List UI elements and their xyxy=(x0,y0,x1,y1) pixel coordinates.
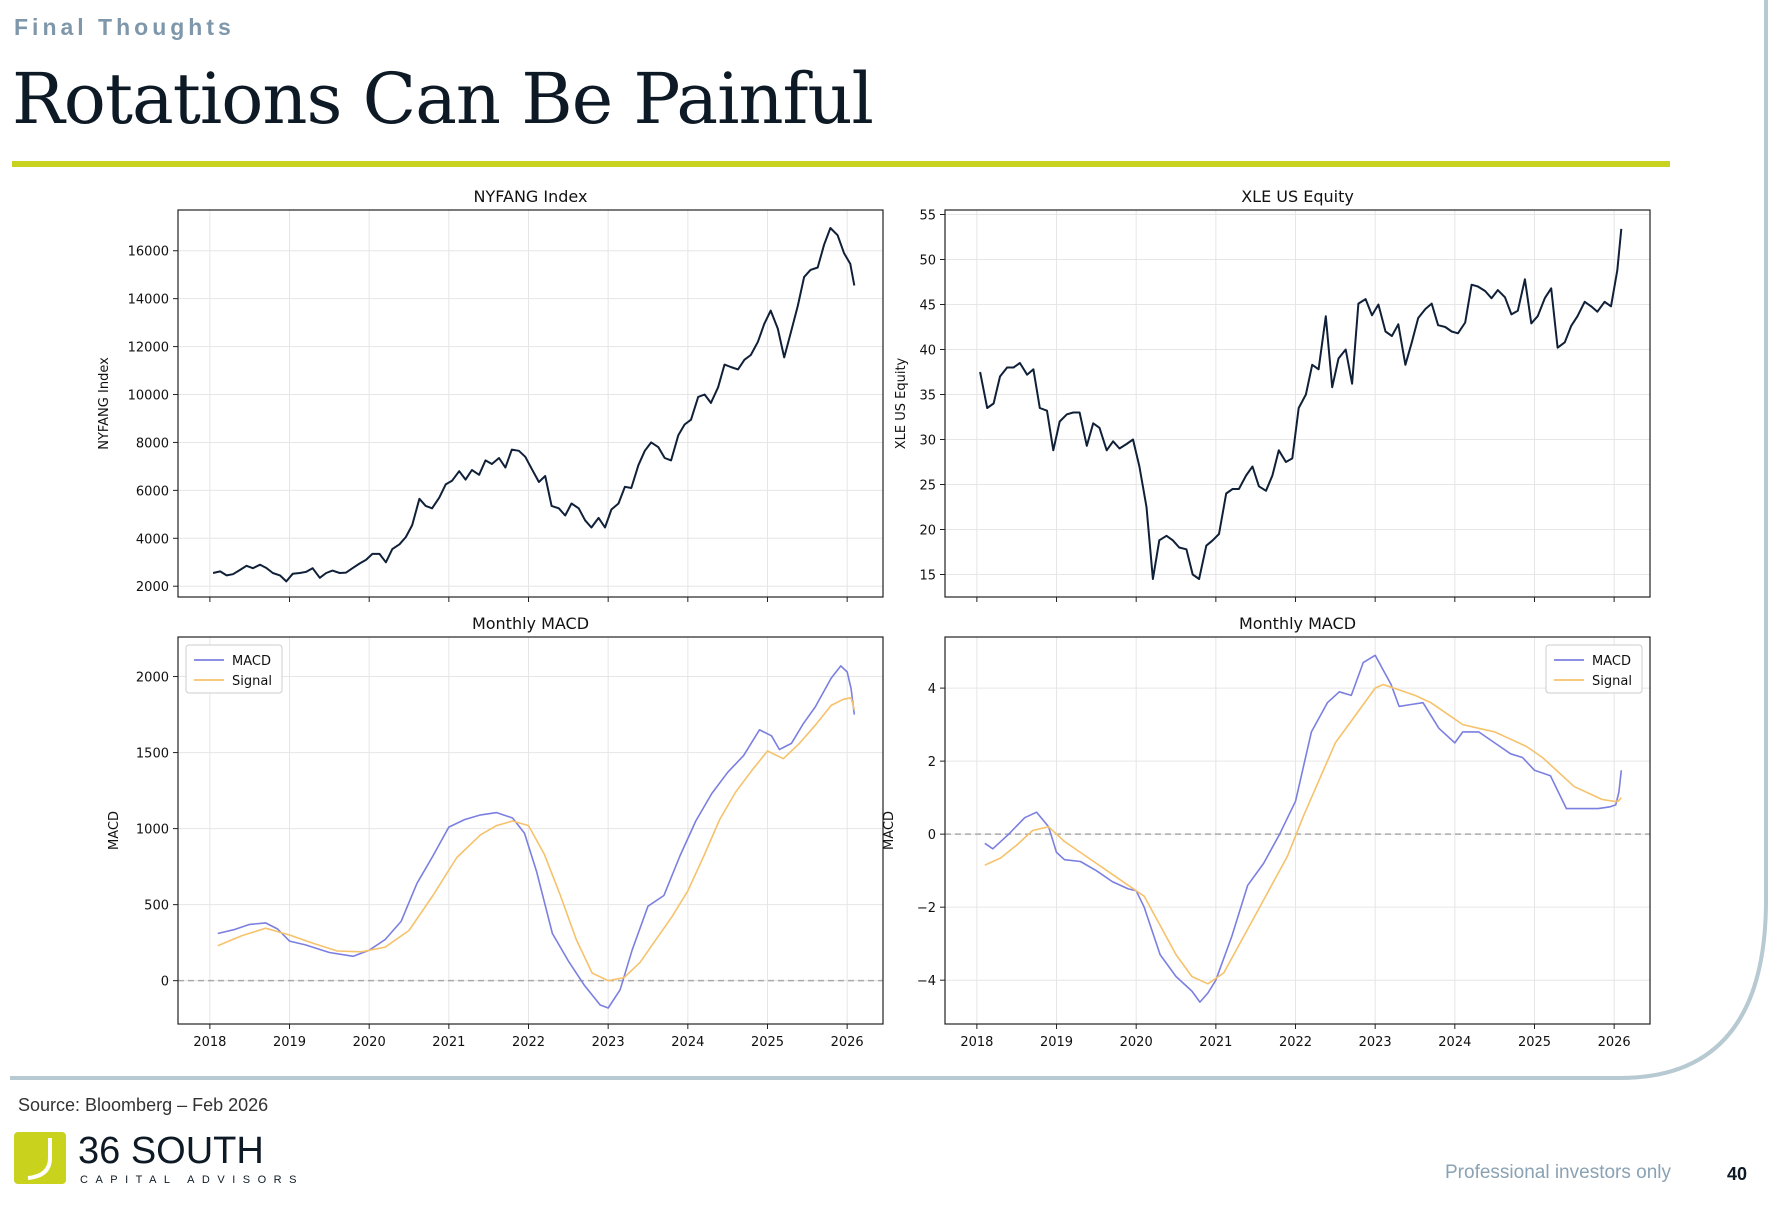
x-tick-label: 2020 xyxy=(353,1035,386,1050)
x-tick-label: 2022 xyxy=(1279,1035,1312,1050)
y-tick-label: 15 xyxy=(919,569,936,584)
y-tick-label: 6000 xyxy=(136,484,169,499)
plot-frame xyxy=(177,636,884,1025)
x-tick-label: 2024 xyxy=(671,1035,704,1050)
y-tick-label: 25 xyxy=(919,479,936,494)
y-tick-label: 8000 xyxy=(136,436,169,451)
section-label: Final Thoughts xyxy=(14,14,235,40)
y-tick-label: 30 xyxy=(919,434,936,449)
x-tick-label: 2026 xyxy=(1598,1035,1631,1050)
y-tick-label: 2000 xyxy=(136,671,169,686)
y-tick-label: 16000 xyxy=(128,245,169,260)
x-tick-label: 2023 xyxy=(592,1035,625,1050)
y-tick-label: 2 xyxy=(928,755,936,770)
x-tick-label: 2021 xyxy=(432,1035,465,1050)
x-tick-label: 2026 xyxy=(831,1035,864,1050)
x-tick-label: 2018 xyxy=(193,1035,226,1050)
y-tick-label: 40 xyxy=(919,344,936,359)
x-tick-label: 2022 xyxy=(512,1035,545,1050)
x-tick-label: 2025 xyxy=(751,1035,784,1050)
y-tick-label: 12000 xyxy=(128,341,169,356)
y-tick-label: 20 xyxy=(919,524,936,539)
logo-mark-icon xyxy=(14,1132,66,1184)
y-tick-label: 1000 xyxy=(136,823,169,838)
chart-title: Monthly MACD xyxy=(472,614,589,633)
y-tick-label: 10000 xyxy=(128,389,169,404)
legend-label: Signal xyxy=(1592,674,1632,689)
legend-box xyxy=(1545,644,1643,694)
chart-title: NYFANG Index xyxy=(474,187,588,206)
x-tick-label: 2024 xyxy=(1438,1035,1471,1050)
logo-name: 36 SOUTH xyxy=(78,1130,264,1172)
y-tick-label: 55 xyxy=(919,209,936,224)
source-note: Source: Bloomberg – Feb 2026 xyxy=(18,1095,269,1115)
plot-frame xyxy=(944,636,1651,1025)
y-tick-label: 0 xyxy=(928,828,936,843)
y-axis-label: XLE US Equity xyxy=(894,357,909,449)
x-tick-label: 2018 xyxy=(960,1035,993,1050)
page-number: 40 xyxy=(1727,1164,1748,1184)
x-tick-label: 2021 xyxy=(1199,1035,1232,1050)
legend-label: MACD xyxy=(1592,654,1631,669)
logo-subtitle: CAPITAL ADVISORS xyxy=(80,1174,304,1186)
y-tick-label: 2000 xyxy=(136,580,169,595)
y-tick-label: 1500 xyxy=(136,747,169,762)
x-tick-label: 2023 xyxy=(1359,1035,1392,1050)
y-tick-label: 500 xyxy=(144,899,169,914)
x-tick-label: 2019 xyxy=(273,1035,306,1050)
y-axis-label: MACD xyxy=(882,811,897,850)
y-axis-label: NYFANG Index xyxy=(97,357,112,450)
y-tick-label: 14000 xyxy=(128,293,169,308)
y-tick-label: 4 xyxy=(928,682,936,697)
series-line-signal xyxy=(217,696,856,982)
y-tick-label: 0 xyxy=(161,975,169,990)
series-line-signal xyxy=(984,683,1622,985)
legend-box xyxy=(185,644,283,694)
company-logo: 36 SOUTH CAPITAL ADVISORS xyxy=(14,1130,334,1200)
y-tick-label: −2 xyxy=(917,901,936,916)
disclaimer-note: Professional investors only xyxy=(1445,1162,1671,1183)
y-tick-label: −4 xyxy=(917,974,936,989)
series-line-xle-us-equity xyxy=(979,228,1623,580)
plot-frame xyxy=(177,209,884,598)
chart-title: XLE US Equity xyxy=(1241,187,1354,206)
legend-label: Signal xyxy=(232,674,272,689)
y-axis-label: MACD xyxy=(107,811,122,850)
title-rule xyxy=(12,161,1670,167)
x-tick-label: 2019 xyxy=(1040,1035,1073,1050)
chart-title: Monthly MACD xyxy=(1239,614,1356,633)
x-tick-label: 2020 xyxy=(1120,1035,1153,1050)
y-tick-label: 45 xyxy=(919,299,936,314)
legend-label: MACD xyxy=(232,654,271,669)
series-line-macd xyxy=(984,654,1623,1003)
y-tick-label: 50 xyxy=(919,254,936,269)
y-tick-label: 4000 xyxy=(136,532,169,547)
plot-frame xyxy=(944,209,1651,598)
x-tick-label: 2025 xyxy=(1518,1035,1551,1050)
y-tick-label: 35 xyxy=(919,389,936,404)
page-title: Rotations Can Be Painful xyxy=(12,58,874,140)
series-line-macd xyxy=(217,665,856,1009)
series-line-nyfang-index xyxy=(212,227,856,583)
